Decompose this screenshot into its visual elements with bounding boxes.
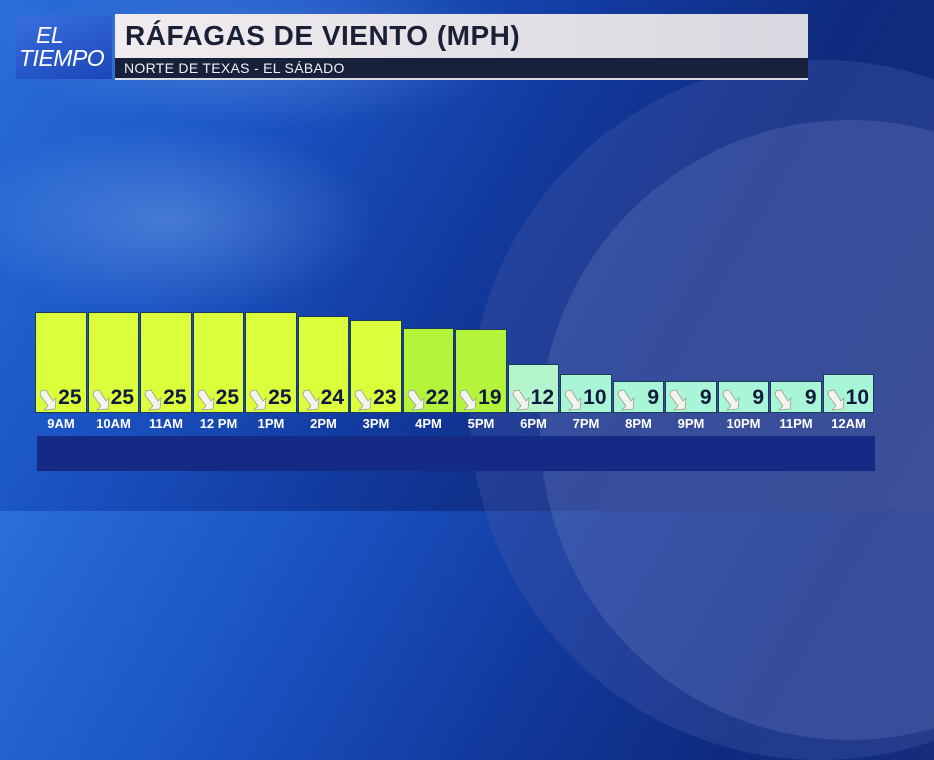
logo-line1: EL bbox=[36, 22, 64, 48]
time-label: 12AM bbox=[831, 416, 866, 431]
bar-5pm: 19 bbox=[455, 329, 507, 413]
time-label: 11PM bbox=[779, 416, 813, 431]
bar-10pm: 9 bbox=[717, 381, 769, 413]
time-label: 5PM bbox=[467, 416, 495, 431]
el-tiempo-logo: EL TIEMPO bbox=[16, 15, 112, 79]
subtitle-banner: NORTE DE TEXAS - EL SÁBADO bbox=[115, 58, 808, 80]
wind-direction-arrow-icon bbox=[301, 389, 321, 411]
time-label: 11AM bbox=[149, 416, 183, 431]
bar-value: 12 bbox=[530, 386, 554, 409]
time-label: 10AM bbox=[96, 416, 131, 431]
title-banner: RÁFAGAS DE VIENTO (MPH) bbox=[115, 14, 808, 58]
bar-1pm: 25 bbox=[245, 312, 297, 413]
time-label: 1PM bbox=[257, 416, 285, 431]
time-label: 10PM bbox=[726, 416, 761, 431]
wind-direction-arrow-icon bbox=[721, 389, 741, 411]
bar-value: 24 bbox=[320, 386, 344, 409]
wind-direction-arrow-icon bbox=[511, 389, 531, 411]
bar-value: 9 bbox=[647, 386, 659, 409]
time-label: 8PM bbox=[625, 416, 652, 431]
chart-title: RÁFAGAS DE VIENTO (MPH) bbox=[125, 20, 521, 51]
bar-value: 25 bbox=[215, 386, 239, 409]
bar-value: 10 bbox=[583, 386, 607, 409]
time-label: 12 PM bbox=[199, 416, 238, 431]
bar-4pm: 22 bbox=[402, 328, 454, 413]
time-axis-labels: 9AM 10AM 11AM 12 PM 1PM 2PM 3PM 4PM 5PM 6PM 7PM 8PM… bbox=[35, 415, 875, 435]
bar-value: 9 bbox=[752, 386, 764, 409]
bar-7pm: 10 bbox=[560, 374, 612, 413]
bar-3pm: 23 bbox=[350, 320, 402, 413]
wind-direction-arrow-icon bbox=[196, 389, 216, 411]
time-label: 3PM bbox=[362, 416, 390, 431]
bar-value: 9 bbox=[804, 386, 817, 409]
bar-value: 25 bbox=[110, 386, 134, 409]
wind-direction-arrow-icon bbox=[248, 389, 268, 411]
time-label: 4PM bbox=[415, 416, 442, 431]
wind-direction-arrow-icon bbox=[826, 389, 846, 411]
bar-8pm: 9 bbox=[612, 381, 664, 413]
bar-9pm: 9 bbox=[665, 381, 717, 413]
bar-12pm: 25 bbox=[192, 312, 244, 413]
wind-direction-arrow-icon bbox=[668, 389, 688, 411]
bottom-band bbox=[37, 436, 875, 471]
bar-value: 23 bbox=[373, 386, 397, 409]
wind-direction-arrow-icon bbox=[773, 389, 793, 411]
wind-direction-arrow-icon bbox=[616, 389, 636, 411]
time-label: 2PM bbox=[310, 416, 337, 431]
background-cloud bbox=[0, 120, 380, 320]
wind-gust-bar-chart: 25 25 25 25 25 24 23 22 19 12 10 9 9 9 9 10 bbox=[35, 300, 875, 413]
wind-direction-arrow-icon bbox=[406, 389, 426, 411]
bar-10am: 25 bbox=[87, 312, 139, 413]
bar-value: 25 bbox=[58, 386, 82, 409]
bar-12am: 10 bbox=[822, 374, 874, 413]
bar-9am: 25 bbox=[35, 312, 87, 413]
wind-direction-arrow-icon bbox=[91, 389, 111, 411]
wind-direction-arrow-icon bbox=[38, 389, 58, 411]
chart-subtitle: NORTE DE TEXAS - EL SÁBADO bbox=[124, 60, 345, 76]
time-label: 7PM bbox=[572, 416, 600, 431]
wind-direction-arrow-icon bbox=[353, 389, 373, 411]
time-label: 9AM bbox=[47, 416, 75, 431]
bar-11pm: 9 bbox=[770, 381, 822, 413]
bar-6pm: 12 bbox=[507, 364, 559, 413]
bar-2pm: 24 bbox=[297, 316, 349, 413]
wind-direction-arrow-icon bbox=[458, 389, 478, 411]
time-label: 6PM bbox=[520, 416, 547, 431]
wind-direction-arrow-icon bbox=[563, 389, 583, 411]
bar-11am: 25 bbox=[140, 312, 192, 413]
logo-line2: TIEMPO bbox=[19, 45, 105, 71]
bar-value: 25 bbox=[268, 386, 292, 409]
bar-value: 25 bbox=[163, 386, 187, 409]
bar-value: 10 bbox=[845, 386, 869, 409]
wind-direction-arrow-icon bbox=[143, 389, 163, 411]
bar-value: 22 bbox=[425, 386, 449, 409]
time-label: 9PM bbox=[677, 416, 705, 431]
bar-value: 9 bbox=[699, 386, 712, 409]
bar-value: 19 bbox=[478, 386, 502, 409]
